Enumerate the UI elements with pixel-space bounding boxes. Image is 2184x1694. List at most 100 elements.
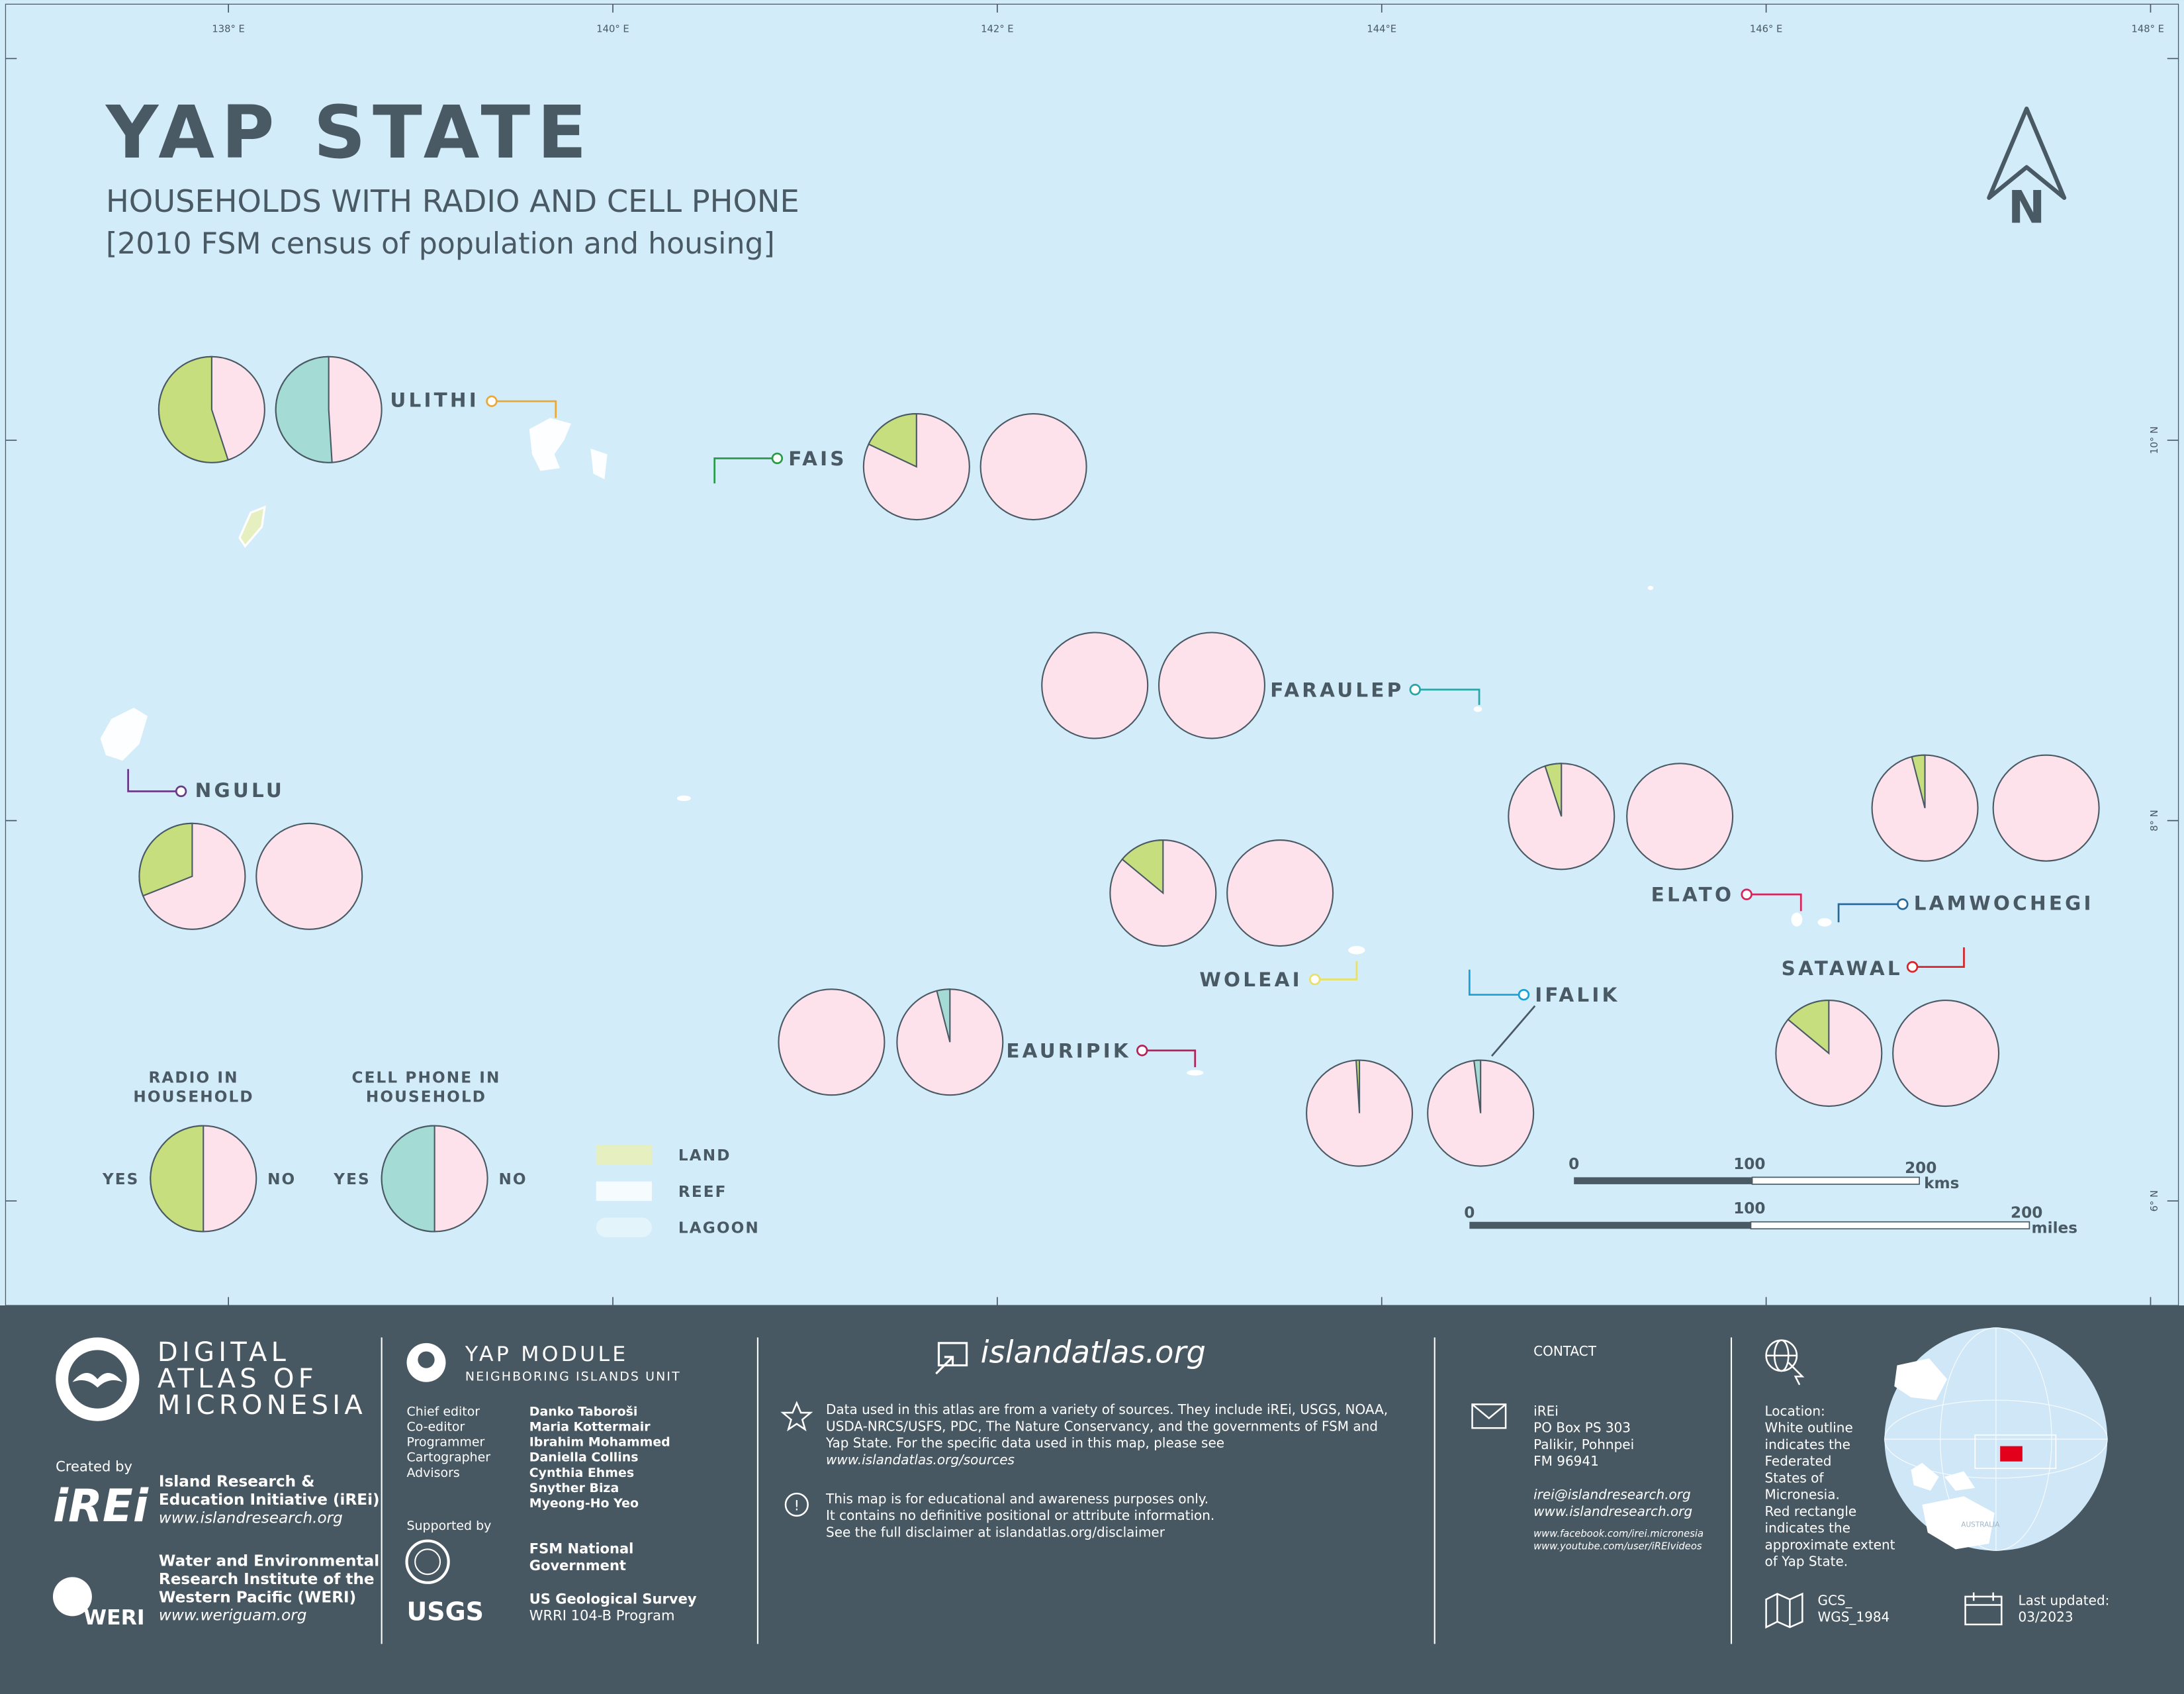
ngulu-cell-pie-no-slice	[255, 822, 363, 930]
data-sources-link[interactable]: www.islandatlas.org/sources	[826, 1452, 1015, 1468]
scale-km-empty	[1751, 1176, 1920, 1185]
latitude-label: 10° N	[2149, 426, 2160, 454]
graticule	[5, 4, 2179, 1306]
irei-url: www.islandresearch.org	[159, 1509, 343, 1527]
svg-text:!: !	[794, 1497, 799, 1513]
location-note: of Yap State.	[1765, 1554, 1848, 1570]
map-subtitle-source: [2010 FSM census of population and housi…	[106, 227, 775, 261]
scale-mi-tick: 0	[1464, 1204, 1475, 1221]
eauripik-leader	[1142, 1049, 1197, 1068]
credit-role: Programmer	[407, 1435, 485, 1450]
eauripik-islet	[1187, 1070, 1204, 1076]
ngulu-radio-pie	[138, 822, 246, 930]
fsm-name: FSM National	[529, 1540, 634, 1557]
scale-km-tick: 100	[1733, 1156, 1765, 1173]
faraulep-cell-pie	[1158, 632, 1266, 739]
elato-radio-pie	[1508, 763, 1615, 871]
credit-role: Co-editor	[407, 1419, 465, 1434]
location-note: indicates the	[1765, 1436, 1850, 1452]
gcs-label: GCS_	[1817, 1593, 1852, 1609]
contact-youtube[interactable]: www.youtube.com/user/iREIvideos	[1533, 1540, 1702, 1552]
credit-name: Danko Taboroši	[529, 1404, 638, 1419]
legend-no: NO	[498, 1171, 527, 1188]
woleai-cell-pie-no-slice	[1226, 839, 1334, 947]
site-link[interactable]: islandatlas.org	[981, 1334, 1206, 1370]
ifalik-cell-pie	[1427, 1059, 1535, 1167]
legend-no: NO	[267, 1171, 296, 1188]
ulithi-radio-pie-yes-slice	[158, 355, 229, 463]
fais-marker	[771, 452, 784, 465]
contact-facebook[interactable]: www.facebook.com/irei.micronesia	[1533, 1528, 1704, 1539]
credit-role: Cartographer	[407, 1450, 491, 1465]
longitude-label: 146° E	[1750, 23, 1782, 34]
scale-km-filled	[1574, 1177, 1752, 1184]
island-label: ELATO	[1651, 884, 1735, 906]
scale-mi-empty	[1750, 1221, 2030, 1230]
data-sources-line: Data used in this atlas are from a varie…	[826, 1401, 1388, 1417]
supported-by-label: Supported by	[407, 1519, 492, 1533]
scale-km-unit: kms	[1924, 1175, 1959, 1192]
disclaimer-line: See the full disclaimer at islandatlas.o…	[826, 1524, 1165, 1540]
legend-land-swatch	[596, 1145, 652, 1165]
faraulep-radio-pie	[1041, 632, 1149, 739]
weri-logo-text: WERI	[83, 1606, 144, 1630]
ngulu-radio-pie-yes-slice	[138, 822, 193, 897]
credit-name: Maria Kottermair	[529, 1419, 651, 1434]
fais-leader	[713, 457, 778, 484]
disclaimer-line: It contains no definitive positional or …	[826, 1507, 1214, 1523]
contact-web[interactable]: www.islandresearch.org	[1533, 1503, 1692, 1519]
ulithi-cell-pie-yes-slice	[275, 355, 333, 463]
last-updated-label: Last updated:	[2019, 1593, 2110, 1609]
ngulu-marker	[175, 785, 187, 798]
eauripik-cell-pie	[896, 988, 1004, 1096]
satawal-cell-pie-no-slice	[1892, 1000, 2000, 1107]
data-sources-line: Yap State. For the specific data used in…	[825, 1435, 1224, 1451]
eauripik-cell-pie-yes-slice	[936, 988, 951, 1043]
weri-name: Water and Environmental	[159, 1553, 379, 1570]
credit-name: Ibrahim Mohammed	[529, 1435, 670, 1450]
calendar-icon	[1964, 1592, 2003, 1626]
module-logo-icon	[406, 1342, 446, 1382]
island-label: FARAULEP	[1270, 679, 1404, 701]
ulithi-radio-pie	[158, 355, 265, 463]
legend-lagoon-swatch	[596, 1217, 652, 1237]
legend-lagoon-label: LAGOON	[678, 1220, 760, 1237]
scale-mi-unit: miles	[2032, 1220, 2077, 1237]
elato-marker	[1741, 888, 1752, 900]
ifalik-pie-pointer	[1490, 1005, 1536, 1057]
ifalik-radio-pie-yes-slice	[1355, 1059, 1361, 1113]
lamwochegi-radio-pie-yes-slice	[1911, 754, 1926, 808]
legend-radio-title: HOUSEHOLD	[133, 1089, 253, 1106]
weri-logo-icon: WERI	[52, 1577, 145, 1630]
lamwochegi-cell-pie	[1992, 754, 2100, 862]
gcs-label: WGS_1984	[1817, 1609, 1889, 1625]
scale-mi-filled	[1469, 1221, 1751, 1229]
irei-logo: iREi	[53, 1480, 149, 1532]
scale-km-tick: 200	[1905, 1160, 1936, 1177]
scale-km-tick: 0	[1569, 1156, 1579, 1173]
last-updated-date: 03/2023	[2019, 1609, 2073, 1625]
north-label: N	[2008, 181, 2045, 234]
contact-email[interactable]: irei@islandresearch.org	[1533, 1487, 1691, 1503]
longitude-label: 138° E	[212, 23, 244, 34]
map-title: YAP STATE	[105, 90, 594, 175]
legend-cell-pie-yes-slice	[381, 1125, 435, 1233]
elato-islet	[1791, 912, 1803, 927]
fsm-name: Government	[529, 1557, 626, 1574]
weri-url: www.weriguam.org	[159, 1607, 307, 1624]
irei-name: Island Research &	[159, 1474, 314, 1491]
legend: RADIO IN HOUSEHOLD CELL PHONE IN HOUSEHO…	[102, 1069, 760, 1237]
star-icon	[780, 1401, 813, 1432]
created-by-label: Created by	[56, 1458, 132, 1474]
woleai-marker	[1309, 973, 1321, 986]
lamwochegi-cell-pie-no-slice	[1992, 754, 2100, 862]
legend-cell-pie	[381, 1125, 488, 1233]
satawal-radio-pie-yes-slice	[1787, 1000, 1830, 1055]
ulithi-reef	[529, 418, 571, 471]
island-label: ULITHI	[390, 389, 479, 412]
satawal-radio-pie	[1775, 1000, 1883, 1107]
ngulu-leader	[127, 769, 181, 792]
location-note: Red rectangle	[1765, 1503, 1857, 1519]
elato-cell-pie-no-slice	[1626, 763, 1734, 871]
